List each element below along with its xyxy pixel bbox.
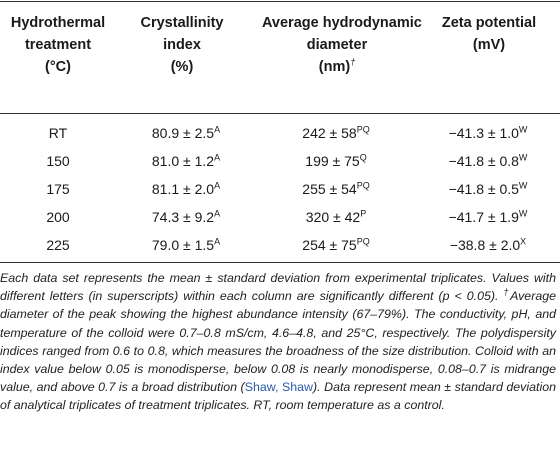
header-rule: [0, 113, 560, 114]
cell-crystallinity: 81.0 ± 1.2A: [151, 152, 221, 169]
table-row: 175 81.1 ± 2.0A 255 ± 54PQ −41.8 ± 0.5W: [0, 175, 560, 203]
header-diameter: Average hydrodynamic diameter (nm)†: [262, 15, 422, 75]
cell-treatment: RT: [48, 125, 68, 141]
cell-crystallinity: 79.0 ± 1.5A: [151, 236, 221, 253]
cell-treatment: 200: [46, 209, 70, 225]
data-table: RT 80.9 ± 2.5A 242 ± 58PQ −41.3 ± 1.0W 1…: [0, 119, 560, 259]
table-row: 200 74.3 ± 9.2A 320 ± 42P −41.7 ± 1.9W: [0, 203, 560, 231]
cell-crystallinity: 74.3 ± 9.2A: [151, 208, 221, 225]
cell-diameter: 242 ± 58PQ: [302, 124, 370, 141]
cell-diameter: 255 ± 54PQ: [302, 180, 370, 197]
cell-diameter: 320 ± 42P: [305, 208, 367, 225]
cell-zeta: −41.7 ± 1.9W: [448, 208, 528, 225]
header-treatment: Hydrothermal treatment (°C): [10, 15, 106, 75]
table-row: RT 80.9 ± 2.5A 242 ± 58PQ −41.3 ± 1.0W: [0, 119, 560, 147]
table-row: 150 81.0 ± 1.2A 199 ± 75Q −41.8 ± 0.8W: [0, 147, 560, 175]
table-footnote: Each data set represents the mean ± stan…: [0, 271, 556, 413]
dagger-mark: †: [350, 57, 356, 68]
header-zeta: Zeta potential (mV): [441, 15, 537, 53]
table-row: 225 79.0 ± 1.5A 254 ± 75PQ −38.8 ± 2.0X: [0, 231, 560, 259]
cell-zeta: −38.8 ± 2.0X: [449, 236, 527, 253]
cell-zeta: −41.8 ± 0.8W: [448, 152, 528, 169]
cell-zeta: −41.8 ± 0.5W: [448, 180, 528, 197]
cell-treatment: 150: [46, 153, 70, 169]
cell-crystallinity: 81.1 ± 2.0A: [151, 180, 221, 197]
dagger-mark: †: [503, 287, 511, 298]
cell-treatment: 225: [46, 237, 70, 253]
cell-crystallinity: 80.9 ± 2.5A: [151, 124, 221, 141]
top-rule: [0, 1, 560, 2]
cell-zeta: −41.3 ± 1.0W: [448, 124, 528, 141]
cell-diameter: 254 ± 75PQ: [302, 236, 370, 253]
header-crystallinity: Crystallinity index (%): [140, 15, 224, 75]
cell-diameter: 199 ± 75Q: [305, 152, 367, 169]
bottom-rule: [0, 262, 560, 263]
cell-treatment: 175: [46, 181, 70, 197]
citation-link[interactable]: Shaw, Shaw: [244, 380, 313, 395]
